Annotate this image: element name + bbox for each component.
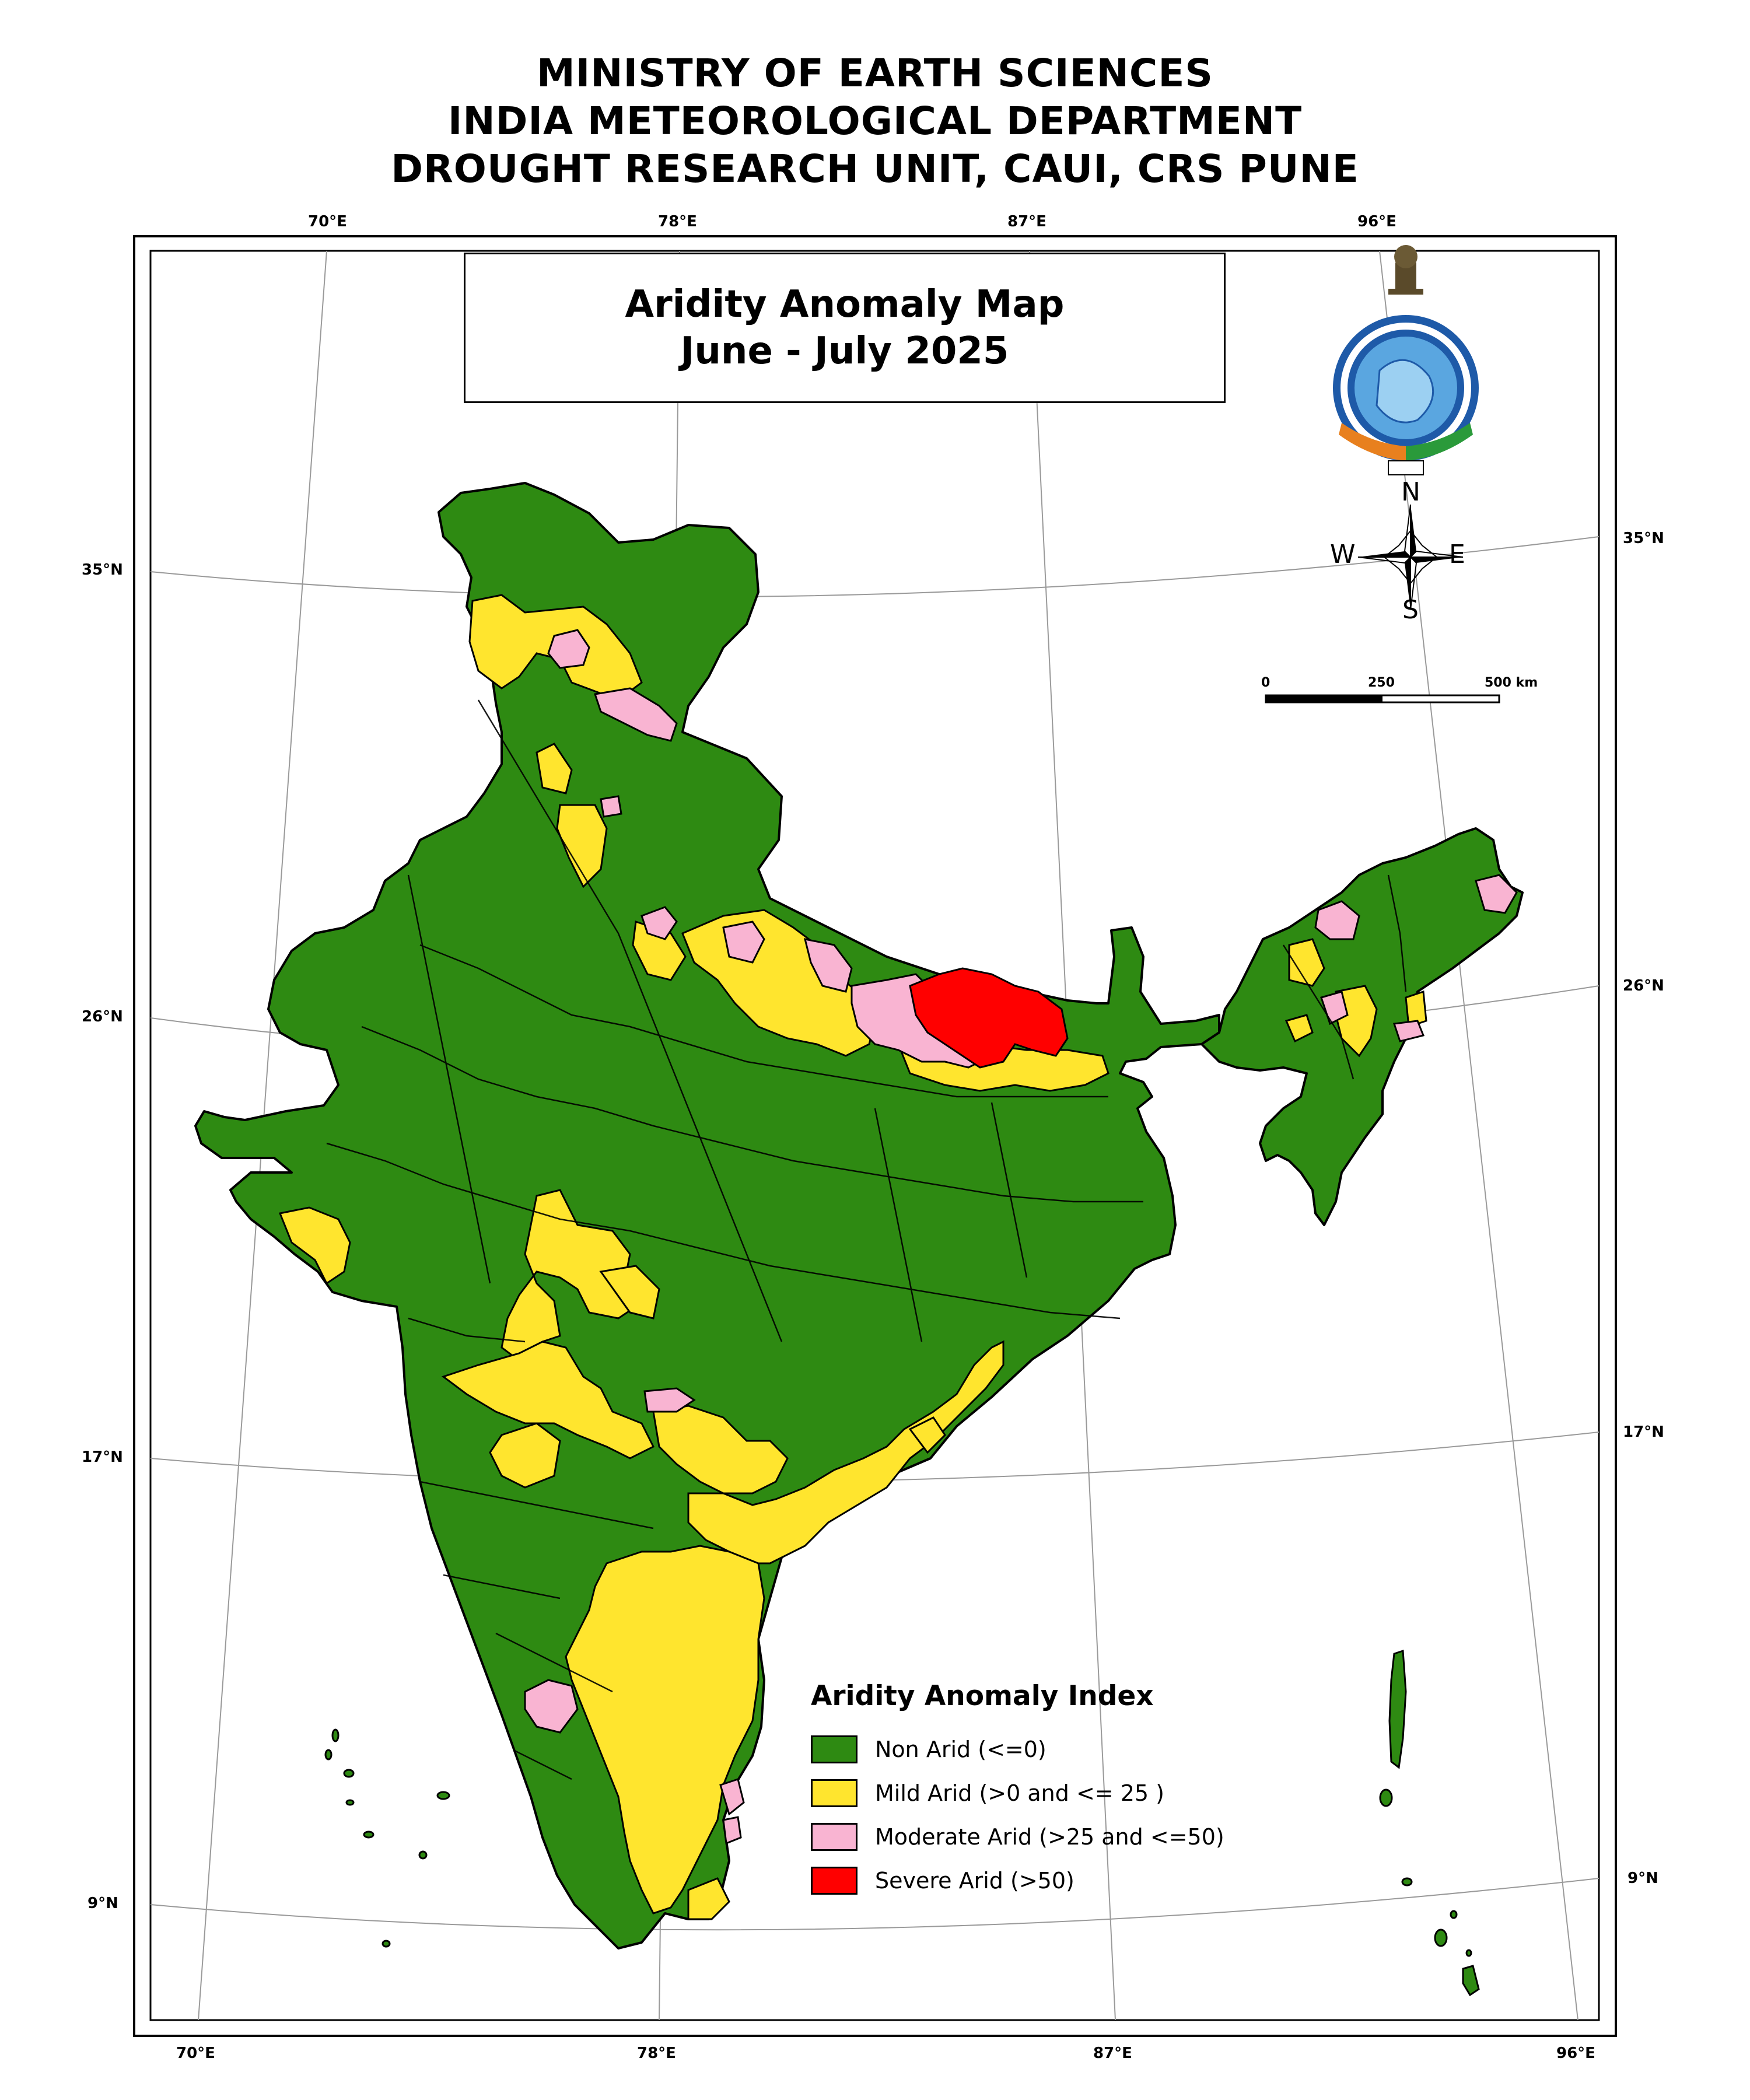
header-line-unit: DROUGHT RESEARCH UNIT, CAUI, CRS PUNE xyxy=(391,146,1359,191)
north-arrow-icon xyxy=(1357,504,1464,610)
legend-item-moderate-arid: Moderate Arid (>25 and <=50) xyxy=(811,1815,1254,1859)
moderate-up-3 xyxy=(803,938,853,993)
header-line-ministry: MINISTRY OF EARTH SCIENCES xyxy=(537,51,1213,96)
mild-mp-2 xyxy=(599,1265,660,1320)
map-period: June - July 2025 xyxy=(680,330,1009,373)
legend-item-mild-arid: Mild Arid (>0 and <= 25 ) xyxy=(811,1771,1254,1815)
legend-swatch-non-arid xyxy=(811,1735,858,1763)
compass-south: S xyxy=(1402,595,1419,625)
top-label-87e: 87°E xyxy=(1007,213,1046,230)
mild-odisha xyxy=(908,1416,946,1454)
moderate-up-2 xyxy=(722,921,765,964)
left-label-9n: 9°N xyxy=(88,1895,118,1912)
scale-label-250: 250 xyxy=(1368,676,1395,690)
top-label-78e: 78°E xyxy=(658,213,697,230)
legend-swatch-severe-arid xyxy=(811,1866,858,1895)
severe-arid-regions xyxy=(909,967,1069,1069)
compass-east: E xyxy=(1449,540,1465,569)
mild-karnataka-east xyxy=(565,1545,765,1915)
top-label-70e: 70°E xyxy=(308,213,347,230)
mild-ne-1 xyxy=(1288,938,1325,987)
bottom-label-96e: 96°E xyxy=(1556,2045,1595,2062)
scale-label-0: 0 xyxy=(1261,676,1270,690)
moderate-hp xyxy=(600,795,622,818)
moderate-ne-1 xyxy=(1314,900,1360,940)
right-label-17n: 17°N xyxy=(1623,1423,1664,1441)
outer-frame xyxy=(133,235,1617,2037)
legend-item-severe-arid: Severe Arid (>50) xyxy=(811,1859,1254,1902)
mild-gujarat xyxy=(278,1206,351,1285)
imd-emblem-icon xyxy=(1333,245,1479,475)
moderate-jk xyxy=(547,629,590,669)
lakshadweep-islands xyxy=(324,1728,450,1948)
mild-up-west xyxy=(632,920,687,981)
bottom-label-87e: 87°E xyxy=(1093,2045,1132,2062)
scale-label-500: 500 km xyxy=(1485,676,1538,690)
legend-label-non-arid: Non Arid (<=0) xyxy=(875,1736,1046,1762)
bottom-label-78e: 78°E xyxy=(637,2045,676,2062)
moderate-tn-2 xyxy=(722,1816,742,1845)
mild-arid-regions xyxy=(278,594,1427,1920)
moderate-up-1 xyxy=(640,906,678,940)
right-label-9n: 9°N xyxy=(1628,1870,1658,1887)
legend-title: Aridity Anomaly Index xyxy=(811,1680,1154,1712)
legend-label-mild-arid: Mild Arid (>0 and <= 25 ) xyxy=(875,1780,1164,1806)
left-label-26n: 26°N xyxy=(82,1008,123,1026)
moderate-karnataka xyxy=(524,1679,579,1734)
inner-frame xyxy=(149,250,1600,2021)
district-boundaries xyxy=(326,699,1407,1780)
mild-himachal xyxy=(536,743,573,794)
moderate-ne-2 xyxy=(1475,874,1518,914)
bottom-label-70e: 70°E xyxy=(176,2045,215,2062)
moderate-ne-4 xyxy=(1392,1020,1425,1042)
mild-telangana xyxy=(652,1405,789,1494)
andaman-nicobar-islands xyxy=(1379,1649,1480,1997)
moderate-tn-1 xyxy=(719,1778,745,1816)
mild-ne-3 xyxy=(1405,990,1427,1028)
mild-mp-1 xyxy=(501,1189,637,1367)
header-line-imd: INDIA METEOROLOGICAL DEPARTMENT xyxy=(447,99,1303,144)
legend-swatch-moderate-arid xyxy=(811,1822,858,1851)
right-label-35n: 35°N xyxy=(1623,530,1664,547)
map-title: Aridity Anomaly Map xyxy=(625,283,1065,326)
scale-bar xyxy=(1265,694,1500,704)
moderate-ladakh xyxy=(594,687,678,742)
mild-maharashtra-2 xyxy=(489,1422,561,1489)
mild-tn-south xyxy=(687,1877,730,1920)
mild-ne-4 xyxy=(1284,1014,1314,1043)
left-label-35n: 35°N xyxy=(82,561,123,579)
mild-maharashtra-1 xyxy=(441,1340,655,1460)
legend-item-non-arid: Non Arid (<=0) xyxy=(811,1727,1254,1771)
compass-north: N xyxy=(1401,477,1420,507)
top-label-96e: 96°E xyxy=(1357,213,1396,230)
legend-label-severe-arid: Severe Arid (>50) xyxy=(875,1867,1074,1894)
ministry-header: MINISTRY OF EARTH SCIENCES INDIA METEORO… xyxy=(0,50,1750,193)
severe-bihar xyxy=(909,967,1069,1069)
legend: Aridity Anomaly Index Non Arid (<=0) Mil… xyxy=(811,1680,1254,1902)
legend-swatch-mild-arid xyxy=(811,1779,858,1807)
legend-label-moderate-arid: Moderate Arid (>25 and <=50) xyxy=(875,1824,1224,1850)
left-label-17n: 17°N xyxy=(82,1448,123,1466)
mild-andhra xyxy=(687,1340,1005,1564)
map-title-box: Aridity Anomaly Map June - July 2025 xyxy=(464,253,1226,403)
compass-west: W xyxy=(1330,540,1356,569)
moderate-telangana xyxy=(643,1387,696,1413)
right-label-26n: 26°N xyxy=(1623,977,1664,995)
